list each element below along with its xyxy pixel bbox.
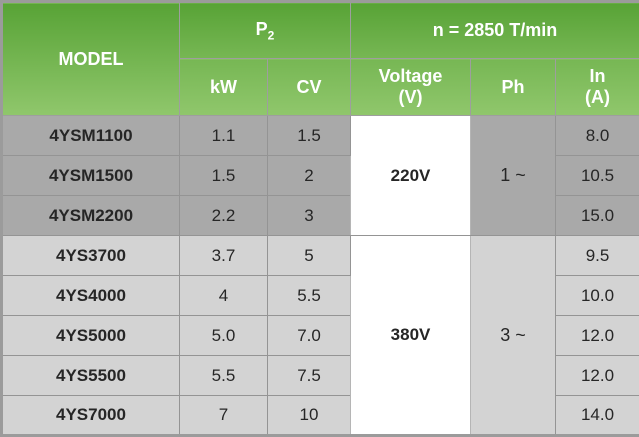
kw-cell: 1.5: [179, 155, 268, 196]
in-cell: 15.0: [555, 195, 639, 236]
table-body: 4YSM1100 1.1 1.5 220V 1 ~ 8.0 4YSM1500 1…: [1, 115, 639, 436]
cv-cell: 2: [266, 155, 352, 196]
model-cell: 4YSM1500: [1, 155, 180, 196]
in-cell: 14.0: [555, 395, 639, 436]
p2-subscript: 2: [267, 28, 275, 43]
table-row: 4YS3700 3.7 5 380V 3 ~ 9.5: [1, 235, 639, 436]
in-cell: 12.0: [555, 355, 639, 396]
kw-cell: 2.2: [179, 195, 268, 236]
model-cell: 4YS4000: [1, 275, 180, 316]
kw-cell: 4: [179, 275, 268, 316]
model-cell: 4YS7000: [1, 395, 180, 436]
model-cell: 4YSM2200: [1, 195, 180, 236]
model-cell: 4YS5000: [1, 315, 180, 356]
in-cell: 8.0: [555, 115, 639, 156]
kw-cell: 1.1: [179, 115, 268, 156]
kw-cell: 5.0: [179, 315, 268, 356]
table-header: MODEL P2 n = 2850 T/min kW CV Voltage (V)…: [1, 1, 639, 116]
model-cell: 4YS3700: [1, 235, 180, 276]
in-cell: 9.5: [555, 235, 639, 276]
in-cell: 10.5: [555, 155, 639, 196]
in-cell: 12.0: [555, 315, 639, 356]
voltage-cell: 220V: [350, 115, 472, 236]
cv-cell: 7.5: [266, 355, 352, 396]
phase-cell: 3 ~: [470, 235, 557, 436]
header-voltage: Voltage (V): [350, 58, 472, 116]
table-row: 4YS5500 5.5 7.5 12.0: [1, 355, 639, 396]
model-cell: 4YSM1100: [1, 115, 180, 156]
header-in: In (A): [555, 58, 639, 116]
header-ph: Ph: [470, 58, 557, 116]
cv-cell: 7.0: [266, 315, 352, 356]
table-row: 4YSM1500 1.5 2 10.5: [1, 155, 639, 196]
kw-cell: 7: [179, 395, 268, 436]
header-p2: P2: [178, 1, 352, 59]
phase-cell: 1 ~: [470, 115, 557, 236]
voltage-cell: 380V: [350, 235, 472, 436]
model-cell: 4YS5500: [1, 355, 180, 396]
header-speed: n = 2850 T/min: [350, 1, 639, 59]
cv-cell: 5.5: [266, 275, 352, 316]
header-model: MODEL: [1, 1, 180, 116]
header-cv: CV: [266, 58, 352, 116]
cv-cell: 10: [266, 395, 352, 436]
kw-cell: 3.7: [179, 235, 268, 276]
table-row: 4YS5000 5.0 7.0 12.0: [1, 315, 639, 356]
table-row: 4YSM2200 2.2 3 15.0: [1, 195, 639, 236]
table-row: 4YS4000 4 5.5 10.0: [1, 275, 639, 316]
cv-cell: 5: [266, 235, 352, 276]
header-kw: kW: [179, 58, 268, 116]
table-row: 4YSM1100 1.1 1.5 220V 1 ~ 8.0: [1, 115, 639, 236]
kw-cell: 5.5: [179, 355, 268, 396]
cv-cell: 3: [266, 195, 352, 236]
p2-label: P: [255, 18, 268, 39]
in-cell: 10.0: [555, 275, 639, 316]
cv-cell: 1.5: [266, 115, 352, 156]
table-row: 4YS7000 7 10 14.0: [1, 395, 639, 436]
